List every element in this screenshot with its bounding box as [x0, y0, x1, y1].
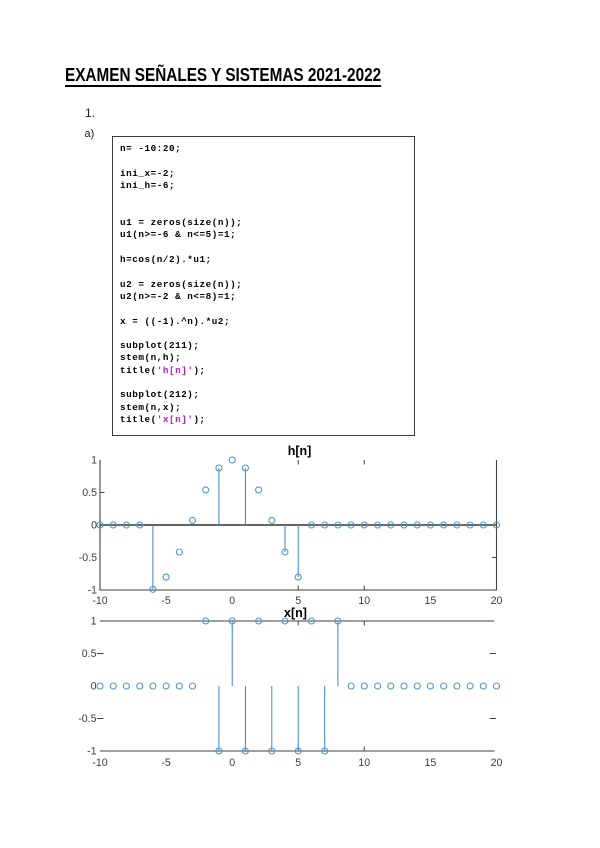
svg-text:-1: -1 [88, 585, 98, 597]
svg-text:0: 0 [91, 520, 97, 532]
svg-text:1: 1 [91, 616, 97, 628]
svg-text:-0.5: -0.5 [79, 552, 97, 564]
svg-text:-5: -5 [161, 595, 171, 607]
svg-text:15: 15 [425, 595, 437, 607]
svg-text:15: 15 [425, 757, 437, 769]
svg-text:0.5: 0.5 [82, 648, 97, 660]
svg-text:5: 5 [295, 595, 301, 607]
svg-text:-10: -10 [92, 595, 107, 607]
svg-text:10: 10 [358, 595, 370, 607]
svg-text:h[n]: h[n] [288, 444, 312, 458]
svg-text:0: 0 [229, 595, 235, 607]
svg-text:-0.5: -0.5 [78, 713, 96, 725]
svg-text:0.5: 0.5 [82, 487, 97, 499]
svg-text:-5: -5 [161, 757, 171, 769]
svg-text:0: 0 [91, 681, 97, 693]
svg-text:5: 5 [295, 757, 301, 769]
svg-text:0: 0 [229, 757, 235, 769]
svg-text:10: 10 [358, 757, 370, 769]
svg-text:20: 20 [491, 757, 503, 769]
svg-text:-1: -1 [87, 746, 97, 758]
svg-text:-10: -10 [92, 757, 107, 769]
svg-text:1: 1 [91, 455, 97, 467]
svg-text:x[n]: x[n] [284, 606, 307, 620]
svg-text:20: 20 [491, 595, 503, 607]
